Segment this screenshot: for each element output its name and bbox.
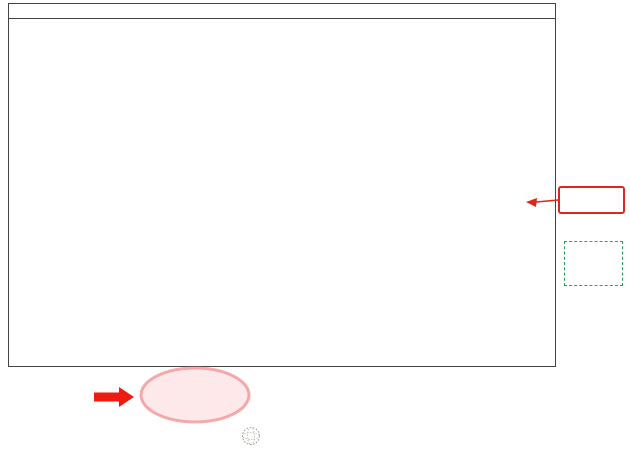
better-off-callout[interactable] [564,241,623,286]
price-move-block [158,374,434,376]
charts-canvas [9,19,555,366]
ndr-logo [240,425,265,447]
ndr-globe-icon [242,427,260,445]
red-arrow-icon [94,387,134,407]
chart-frame [8,3,556,367]
highlight-ellipse [139,366,251,424]
title-row [9,4,555,19]
we-are-here-callout[interactable] [558,186,625,214]
